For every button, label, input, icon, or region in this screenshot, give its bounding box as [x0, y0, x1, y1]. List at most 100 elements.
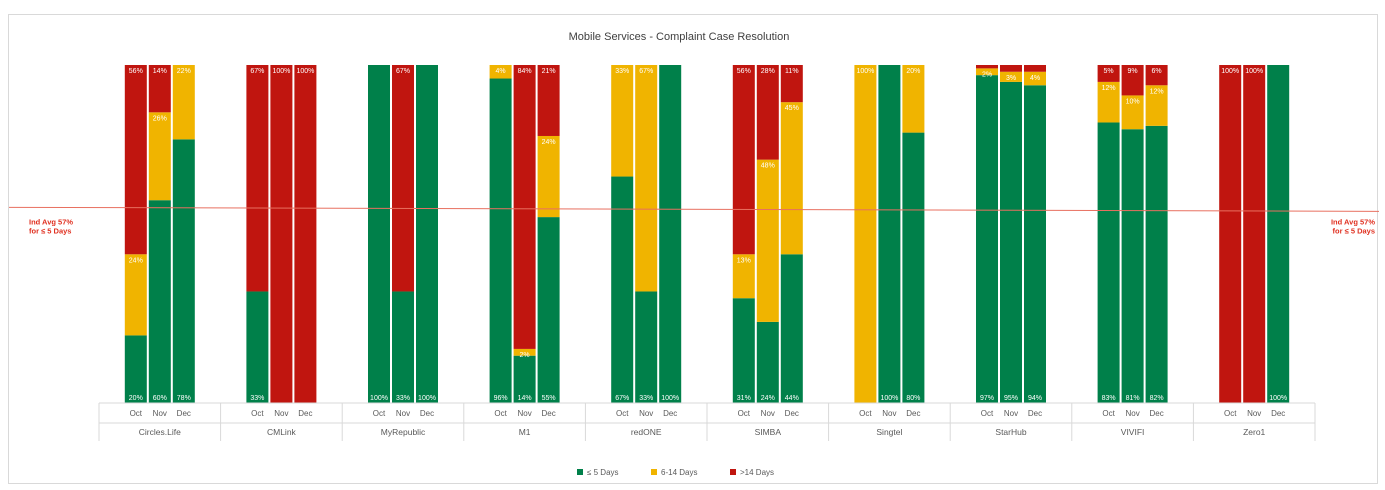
legend-swatch-le5: [577, 469, 583, 475]
bar-segment-vivifi-oct-d6_14: [1097, 81, 1120, 123]
bar-segment-circles-life-nov-gt14: [148, 65, 171, 113]
x-tick-label: Dec: [1149, 409, 1163, 418]
bar-segment-starhub-nov-le5: [1000, 81, 1022, 404]
legend-label-gt14: >14 Days: [740, 468, 774, 477]
group-label: CMLink: [267, 427, 297, 437]
x-tick-label: Dec: [420, 409, 434, 418]
reference-sublabel-right: for ≤ 5 Days: [1333, 226, 1375, 235]
x-tick-label: Dec: [298, 409, 312, 418]
bar-segment-simba-oct-d6_14: [732, 254, 755, 299]
data-label: 24%: [542, 139, 556, 146]
data-label: 20%: [129, 395, 143, 402]
bar-segment-singtel-nov-le5: [878, 65, 901, 403]
bar-segment-m1-dec-gt14: [537, 65, 560, 136]
data-label: 100%: [880, 395, 898, 402]
bar-segment-zero1-dec-le5: [1267, 65, 1290, 403]
data-label: 100%: [661, 395, 679, 402]
bar-segment-vivifi-nov-gt14: [1121, 65, 1144, 96]
bar-segment-redone-nov-le5: [635, 291, 658, 403]
data-label: 44%: [785, 395, 799, 402]
data-label: 67%: [250, 68, 264, 75]
data-label: 9%: [1128, 68, 1138, 75]
data-label: 95%: [1004, 395, 1018, 402]
data-label: 2%: [982, 71, 992, 78]
data-label: 26%: [153, 115, 167, 122]
x-tick-label: Nov: [1004, 409, 1018, 418]
group-label: M1: [519, 427, 531, 437]
bar-segment-simba-oct-gt14: [732, 65, 755, 255]
group-label: MyRepublic: [381, 427, 426, 437]
data-label: 12%: [1150, 88, 1164, 95]
x-tick-label: Dec: [541, 409, 555, 418]
data-label: 67%: [639, 68, 653, 75]
data-label: 2%: [982, 59, 992, 66]
data-label: 11%: [785, 68, 799, 75]
bar-segment-starhub-dec-d6_14: [1024, 71, 1046, 86]
data-label: 31%: [737, 395, 751, 402]
bar-segment-m1-dec-le5: [537, 217, 560, 403]
data-label: 33%: [615, 68, 629, 75]
x-tick-label: Oct: [1224, 409, 1237, 418]
data-label: 3%: [1006, 59, 1016, 66]
data-label: 48%: [761, 163, 775, 170]
bar-segment-myrepublic-nov-le5: [392, 291, 414, 403]
group-label: StarHub: [995, 427, 1026, 437]
bar-segment-redone-nov-d6_14: [635, 65, 658, 292]
bar-segment-simba-oct-le5: [732, 298, 755, 403]
legend-swatch-gt14: [730, 469, 736, 475]
data-label: 10%: [1126, 98, 1140, 105]
data-label: 56%: [737, 68, 751, 75]
bar-segment-circles-life-nov-d6_14: [148, 112, 171, 201]
bar-segment-simba-dec-gt14: [780, 65, 803, 103]
x-tick-label: Oct: [981, 409, 994, 418]
x-tick-label: Nov: [761, 409, 775, 418]
data-label: 5%: [1104, 68, 1114, 75]
bar-segment-circles-life-dec-le5: [172, 139, 195, 404]
data-label: 81%: [1126, 395, 1140, 402]
bar-segment-vivifi-dec-d6_14: [1145, 85, 1168, 126]
x-tick-label: Oct: [1102, 409, 1115, 418]
bar-segment-singtel-dec-d6_14: [902, 65, 925, 133]
legend-label-d6_14: 6-14 Days: [661, 468, 697, 477]
bar-segment-starhub-nov-d6_14: [1000, 71, 1022, 82]
bar-segment-vivifi-nov-d6_14: [1121, 95, 1144, 130]
bar-segment-vivifi-nov-le5: [1121, 129, 1144, 403]
bar-segment-simba-nov-d6_14: [756, 159, 779, 322]
bar-segment-cmlink-nov-gt14: [270, 65, 293, 403]
bar-segment-circles-life-oct-le5: [124, 335, 147, 403]
group-label: Circles.Life: [139, 427, 181, 437]
reference-line: [9, 206, 1379, 212]
bars-layer: 20% 24% 56% 60% 26% 14% 78% 22% 33% 67% 100% 100% 10…: [124, 59, 1290, 404]
bar-segment-simba-nov-le5: [756, 321, 779, 403]
data-label: 4%: [1030, 59, 1040, 66]
data-label: 3%: [1006, 75, 1016, 82]
chart-frame: Mobile Services - Complaint Case Resolut…: [8, 14, 1379, 484]
x-tick-label: Nov: [1247, 409, 1261, 418]
data-label: 97%: [980, 395, 994, 402]
bar-segment-redone-oct-d6_14: [611, 65, 634, 177]
data-label: 67%: [396, 68, 410, 75]
x-tick-label: Oct: [616, 409, 629, 418]
bar-segment-circles-life-oct-d6_14: [124, 254, 147, 336]
bar-segment-m1-oct-le5: [489, 78, 512, 403]
data-label: 100%: [1245, 68, 1263, 75]
chart-canvas: Mobile Services - Complaint Case Resolut…: [9, 31, 1379, 477]
bar-segment-vivifi-dec-le5: [1145, 125, 1168, 403]
group-label: VIVIFI: [1121, 427, 1145, 437]
bar-segment-zero1-oct-gt14: [1219, 65, 1242, 403]
bar-segment-simba-nov-gt14: [756, 65, 779, 160]
x-tick-label: Nov: [153, 409, 167, 418]
bar-segment-myrepublic-oct-le5: [368, 65, 390, 403]
data-label: 82%: [1150, 395, 1164, 402]
bar-segment-singtel-dec-le5: [902, 132, 925, 403]
x-tick-label: Nov: [639, 409, 653, 418]
data-label: 14%: [153, 68, 167, 75]
x-tick-label: Dec: [1028, 409, 1042, 418]
group-label: Zero1: [1243, 427, 1265, 437]
bar-segment-singtel-oct-d6_14: [854, 65, 877, 403]
bar-segment-vivifi-oct-gt14: [1097, 65, 1120, 82]
bar-segment-m1-oct-d6_14: [489, 65, 512, 79]
bar-segment-simba-dec-d6_14: [780, 102, 803, 255]
bar-segment-starhub-oct-gt14: [976, 65, 998, 69]
